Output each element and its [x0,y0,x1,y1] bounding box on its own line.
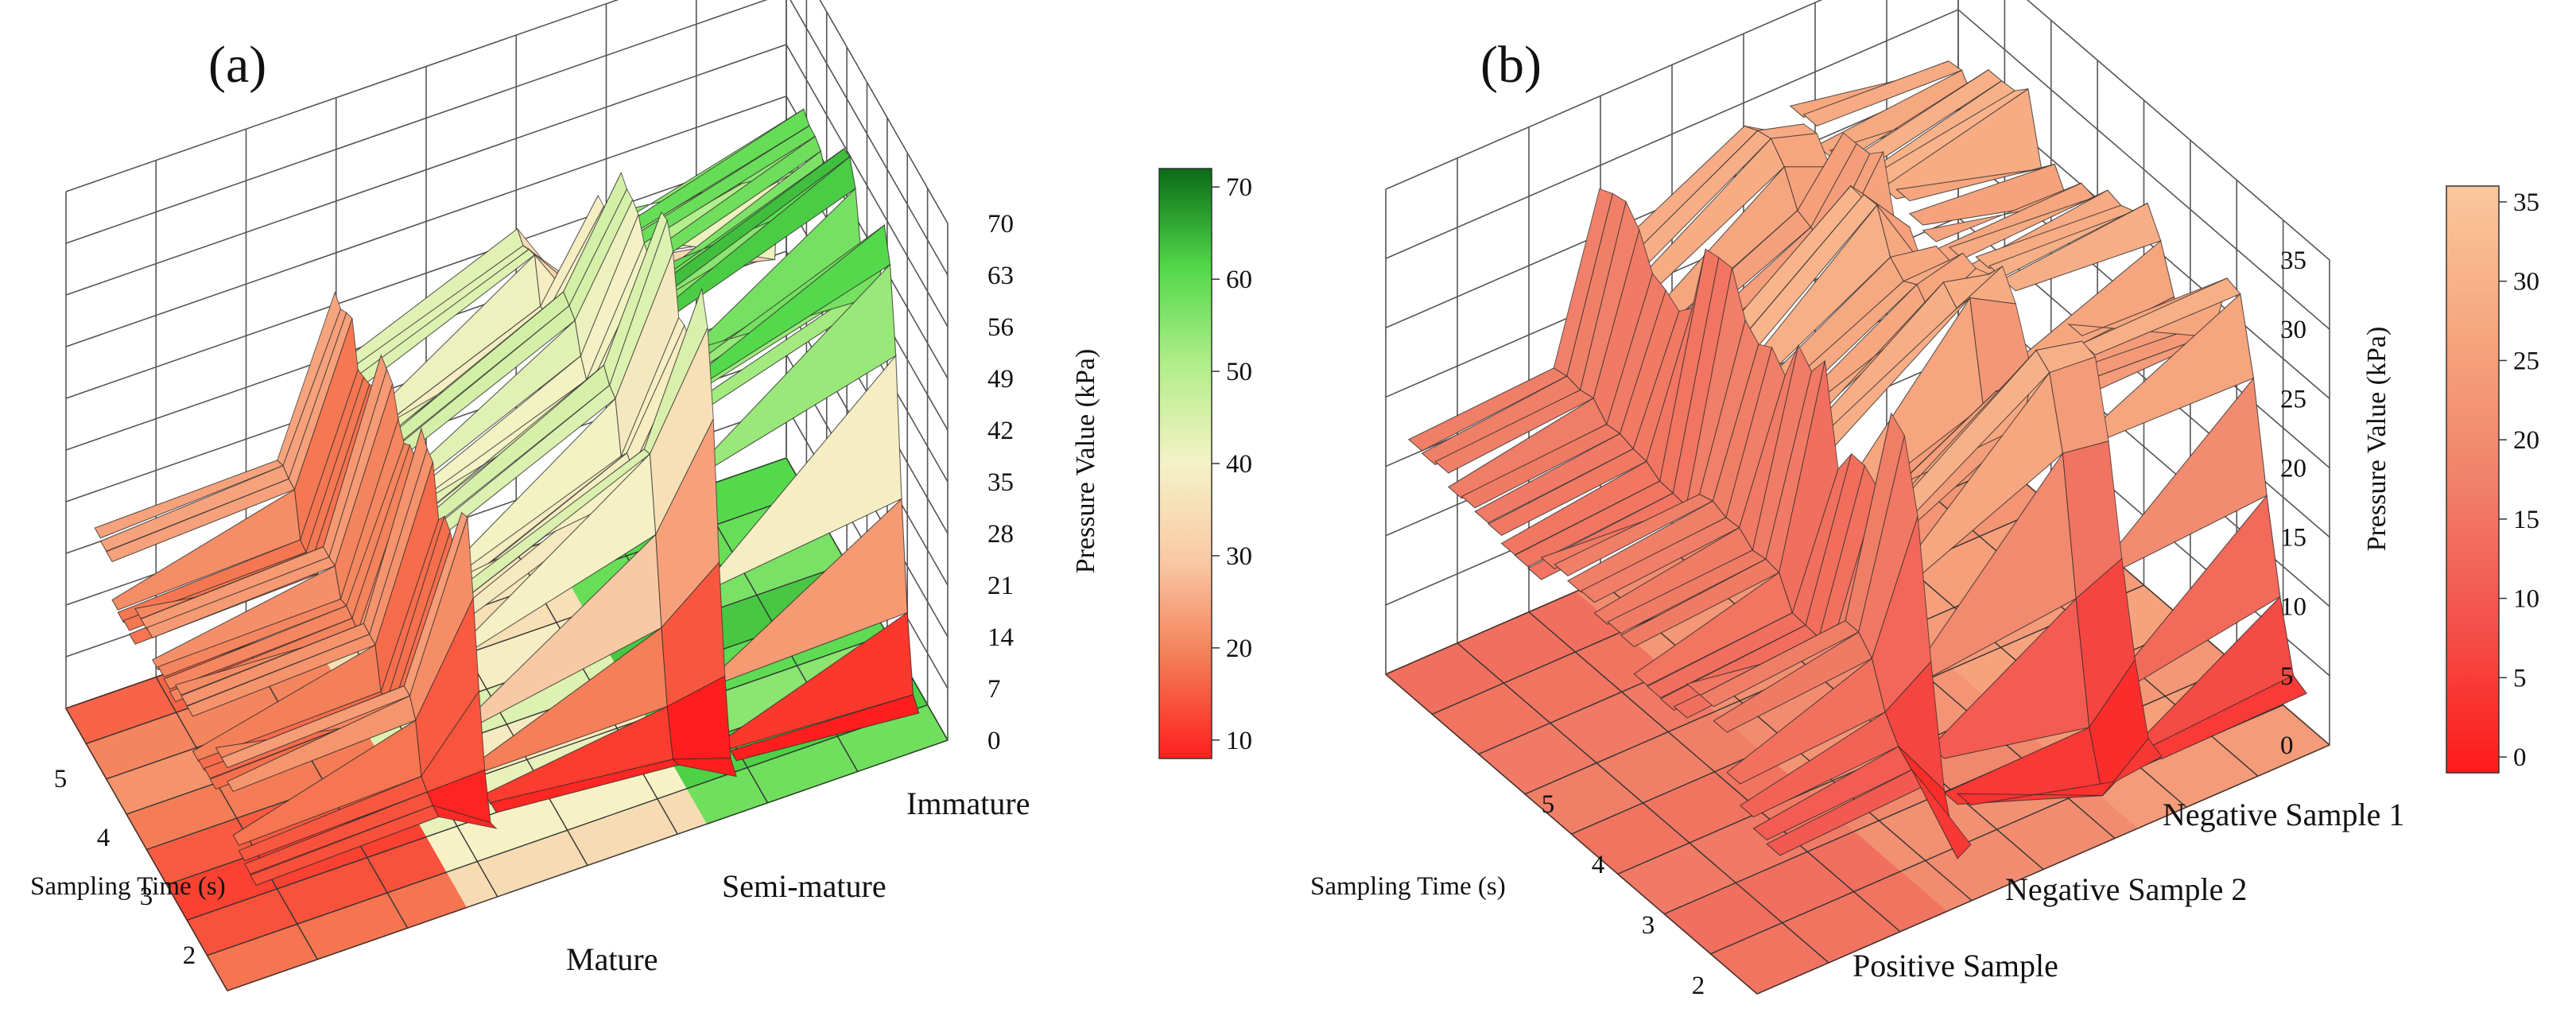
panel-a-colorbar [1158,168,1212,759]
gridline [1385,0,2330,261]
panel-label-a: (a) [208,36,266,94]
z-tick-label: 15 [2280,524,2306,553]
surface-wall [672,758,737,778]
surface-patch [1802,60,1963,127]
category-label: Immature [906,786,1030,821]
colorbar-tick-label: 35 [2513,188,2539,217]
colorbar-tick-label: 15 [2513,506,2539,534]
floor-gridline [207,704,928,956]
panel-a-y-axis-label: Sampling Time (s) [30,872,226,901]
z-tick-label: 0 [987,727,1001,755]
panel-b-surface [1407,60,2308,859]
colorbar-tick-label: 60 [1226,266,1252,294]
surface-wall [1911,769,1972,859]
colorbar-tick-label: 25 [2513,347,2539,375]
colorbar-tick-label: 10 [1226,727,1252,755]
category-label: Negative Sample 2 [2005,871,2247,907]
z-tick-label: 0 [2280,731,2294,760]
surface-wall [432,805,498,829]
panel-b: (b) 0 5 10 15 20 25 30 35 2 3 4 5 Positive Sample N… [1310,0,2539,1000]
z-tick-label: 5 [2280,662,2294,691]
colorbar-tick-label: 20 [1226,634,1252,663]
panel-a-y-ticks: 2 3 4 5 [54,765,196,970]
colorbar-tick-label: 30 [1226,542,1252,571]
y-tick-label: 2 [183,941,196,970]
panel-a-surface [94,108,920,887]
y-tick-label: 3 [1642,911,1655,940]
category-label: Mature [566,941,658,977]
z-tick-label: 35 [2280,246,2306,275]
panel-a-z-ticks: 0 7 14 21 28 35 42 49 56 63 70 [987,210,1014,755]
z-tick-label: 70 [987,210,1014,239]
y-tick-label: 4 [97,824,111,852]
panel-a: (a) 0 7 14 21 28 35 42 49 56 63 70 2 3 4 5 Mature Semi… [30,0,1252,992]
panel-a-category-labels: Mature Semi-mature Immature [566,786,1030,977]
colorbar-tick-label: 30 [2513,268,2539,297]
z-tick-label: 7 [987,675,1001,704]
colorbar-tick-label: 5 [2513,664,2527,693]
z-tick-label: 30 [2280,316,2306,344]
z-tick-label: 14 [987,623,1014,652]
panel-b-y-axis-label: Sampling Time (s) [1310,872,1506,901]
y-tick-label: 2 [1692,972,1705,1000]
z-tick-label: 25 [2280,385,2306,413]
z-tick-label: 63 [987,262,1014,290]
panel-b-z-ticks: 0 5 10 15 20 25 30 35 [2280,246,2306,760]
colorbar-tick-label: 40 [1226,450,1252,479]
panel-a-colorbar-ticks: 10 20 30 40 50 60 70 [1212,173,1252,755]
z-tick-label: 42 [987,417,1014,445]
floor-gridline [1756,744,2330,995]
panel-a-z-axis-label: Pressure Value (kPa) [1071,349,1100,574]
floor-gridline [227,739,949,991]
gridline [65,0,949,224]
panel-b-colorbar-ticks: 0 5 10 15 20 25 30 35 [2499,188,2539,772]
colorbar-tick-label: 70 [1226,173,1252,202]
z-tick-label: 21 [987,572,1014,600]
y-tick-label: 4 [1592,851,1605,879]
z-tick-label: 35 [987,468,1014,497]
z-tick-label: 10 [2280,593,2306,622]
panel-label-b: (b) [1480,36,1542,94]
z-tick-label: 20 [2280,454,2306,483]
panel-b-category-labels: Positive Sample Negative Sample 2 Negative… [1852,797,2404,984]
colorbar-tick-label: 0 [2513,743,2527,772]
panel-b-z-axis-label: Pressure Value (kPa) [2362,327,2392,552]
category-label: Semi-mature [722,868,886,904]
category-label: Positive Sample [1852,948,2058,984]
colorbar-tick-label: 10 [2513,585,2539,614]
surface-wall [2102,737,2163,796]
z-tick-label: 56 [987,313,1014,342]
y-tick-label: 3 [140,883,153,911]
colorbar-tick-label: 50 [1226,358,1252,386]
floor-gridline [146,598,867,851]
category-label: Negative Sample 1 [2163,797,2404,832]
panel-b-y-ticks: 2 3 4 5 [1542,790,1705,1000]
panel-b-colorbar [2446,185,2500,774]
surface-patch [730,694,920,762]
colorbar-tick-label: 20 [2513,426,2539,455]
gridline [65,0,949,276]
z-tick-label: 49 [987,365,1014,394]
y-tick-label: 5 [54,765,68,793]
z-tick-label: 28 [987,520,1014,549]
y-tick-label: 5 [1542,790,1555,819]
